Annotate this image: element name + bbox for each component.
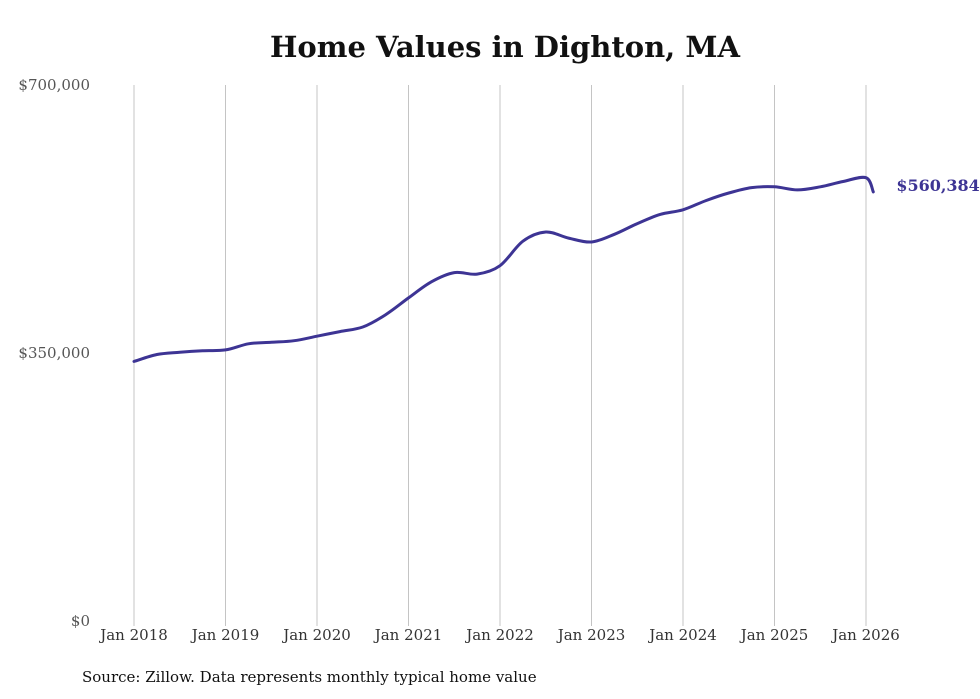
x-tick-label: Jan 2019 (190, 626, 260, 644)
end-label-layer: $560,384 (896, 176, 980, 195)
x-tick-label: Jan 2026 (830, 626, 900, 644)
y-axis: $0 $350,000 $700,000 (18, 76, 90, 630)
y-tick-label: $700,000 (18, 76, 90, 94)
x-tick-label: Jan 2020 (281, 626, 351, 644)
x-axis: Jan 2018 Jan 2019 Jan 2020 Jan 2021 Jan 2022… (98, 626, 900, 644)
x-tick-label: Jan 2022 (464, 626, 534, 644)
y-tick-label: $0 (71, 612, 90, 630)
x-tick-label: Jan 2024 (647, 626, 717, 644)
series-line (132, 175, 875, 363)
source-note: Source: Zillow. Data represents monthly … (82, 668, 537, 686)
grid-lines (133, 85, 867, 626)
x-tick-label: Jan 2021 (373, 626, 443, 644)
x-tick-label: Jan 2023 (556, 626, 626, 644)
x-tick-label: Jan 2018 (98, 626, 168, 644)
y-tick-label: $350,000 (18, 344, 90, 362)
series-layer (132, 175, 875, 363)
end-value-label: $560,384 (896, 176, 980, 195)
chart-title: Home Values in Dighton, MA (270, 30, 740, 64)
x-tick-label: Jan 2025 (739, 626, 809, 644)
